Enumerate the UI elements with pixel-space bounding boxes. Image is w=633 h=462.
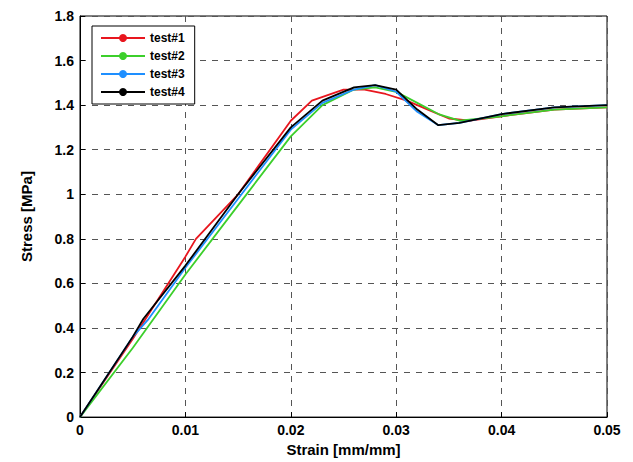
svg-text:1.4: 1.4 [55, 97, 75, 113]
svg-text:0.03: 0.03 [383, 422, 410, 438]
svg-text:test#3: test#3 [150, 67, 185, 81]
svg-text:Stress [MPa]: Stress [MPa] [18, 171, 35, 262]
svg-text:0.01: 0.01 [172, 422, 199, 438]
svg-text:0: 0 [76, 422, 84, 438]
svg-text:0.05: 0.05 [593, 422, 620, 438]
svg-text:test#4: test#4 [150, 85, 185, 99]
svg-text:test#2: test#2 [150, 49, 185, 63]
svg-text:0.4: 0.4 [55, 320, 75, 336]
svg-text:1.6: 1.6 [55, 53, 75, 69]
svg-text:Strain [mm/mm]: Strain [mm/mm] [286, 441, 400, 458]
svg-text:1.2: 1.2 [55, 142, 75, 158]
svg-text:0.2: 0.2 [55, 365, 75, 381]
svg-text:1.8: 1.8 [55, 8, 75, 24]
svg-text:test#1: test#1 [150, 31, 185, 45]
svg-text:0.6: 0.6 [55, 275, 75, 291]
svg-text:0: 0 [66, 409, 74, 425]
svg-text:0.04: 0.04 [488, 422, 515, 438]
svg-text:1: 1 [66, 186, 74, 202]
svg-text:0.8: 0.8 [55, 231, 75, 247]
svg-text:0.02: 0.02 [277, 422, 304, 438]
